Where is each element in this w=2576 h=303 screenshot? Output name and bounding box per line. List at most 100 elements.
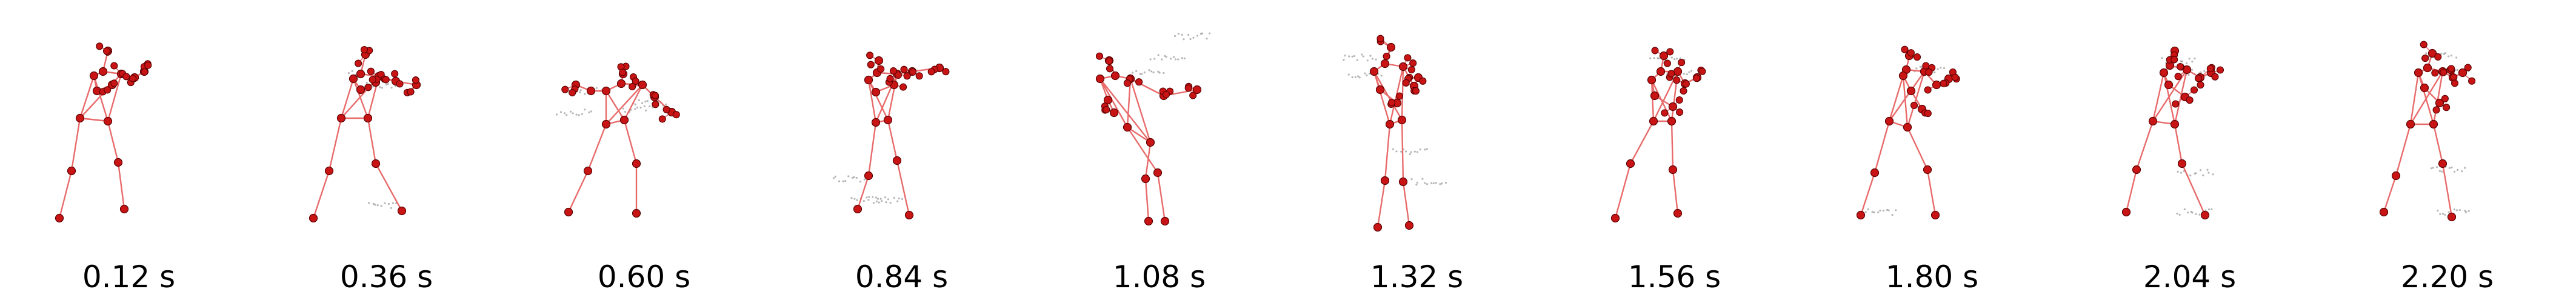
joint-hipL bbox=[1649, 116, 1658, 126]
joint-cluster-point bbox=[1925, 68, 1933, 76]
joint-cluster-point bbox=[927, 68, 935, 76]
joint-neck bbox=[1110, 71, 1120, 81]
motion-trail-dot bbox=[395, 85, 397, 87]
motion-trail-dot bbox=[2207, 171, 2210, 174]
joint-kneeR bbox=[1153, 168, 1163, 178]
motion-trail-dot bbox=[1170, 58, 1172, 60]
bone-kneeR-footR bbox=[2441, 162, 2453, 218]
joint-footL bbox=[564, 207, 573, 217]
motion-trail-dot bbox=[2468, 210, 2470, 212]
joint-cluster-point bbox=[1678, 59, 1686, 67]
joint-cluster-point bbox=[903, 72, 911, 80]
joint-cluster-point bbox=[1676, 108, 1684, 116]
motion-trail-dot bbox=[1343, 59, 1345, 61]
motion-trail-dot bbox=[878, 201, 880, 204]
motion-trail-dot bbox=[572, 112, 574, 115]
bone-kneeL-footL bbox=[58, 170, 73, 219]
joint-cluster-point bbox=[2451, 79, 2459, 87]
bone-hipL-kneeL bbox=[2395, 123, 2412, 177]
joint-kneeL bbox=[2132, 165, 2141, 175]
joint-cluster-point bbox=[2174, 73, 2182, 81]
motion-trail-dot bbox=[1183, 57, 1186, 59]
motion-trail-dot bbox=[1413, 150, 1416, 153]
bone-hipR-kneeR bbox=[623, 119, 638, 165]
skeleton-plot bbox=[309, 45, 421, 223]
joint-kneeR bbox=[371, 159, 381, 168]
bone-kneeL-footL bbox=[567, 170, 589, 213]
joint-kneeR bbox=[1668, 165, 1678, 175]
motion-trail-dot bbox=[2464, 210, 2466, 212]
joint-shoulderL bbox=[89, 71, 99, 81]
motion-trail-dot bbox=[2435, 166, 2438, 168]
motion-trail-dot bbox=[379, 86, 381, 88]
motion-trail-dot bbox=[2453, 170, 2456, 173]
joint-footR bbox=[632, 208, 641, 218]
motion-trail-dot bbox=[2202, 174, 2204, 176]
time-label: 2.20 s bbox=[2400, 259, 2494, 295]
joint-cluster-point bbox=[1388, 99, 1396, 107]
frame-6: 1.32 s bbox=[1288, 0, 1546, 303]
motion-trail-dot bbox=[372, 85, 375, 88]
motion-trail-dot bbox=[1366, 59, 1369, 62]
motion-trail-dot bbox=[1141, 73, 1143, 75]
motion-trail-dot bbox=[868, 196, 870, 198]
motion-trail-dot bbox=[566, 114, 568, 116]
motion-trail-dot bbox=[2437, 209, 2439, 212]
bone-shoulderL-hipR bbox=[1650, 79, 1673, 122]
joint-cluster-point bbox=[1663, 59, 1671, 67]
motion-trail-dot bbox=[1172, 56, 1175, 58]
joint-cluster-point bbox=[894, 71, 903, 79]
motion-trail-dot bbox=[390, 207, 392, 209]
motion-trail-dot bbox=[1919, 65, 1921, 68]
joint-cluster-point bbox=[2440, 68, 2448, 76]
bone-hipL-kneeL bbox=[70, 117, 81, 172]
motion-trail-dot bbox=[1871, 211, 1874, 213]
time-label: 2.04 s bbox=[2143, 259, 2237, 295]
joint-hipR bbox=[1903, 122, 1912, 132]
bone-shoulderR-hipL bbox=[605, 84, 644, 125]
motion-trail-dot bbox=[1419, 148, 1421, 151]
motion-trail-dot bbox=[1415, 184, 1418, 186]
joint-hipR bbox=[2170, 119, 2180, 129]
motion-trail-dot bbox=[1361, 53, 1363, 56]
joint-cluster-point bbox=[110, 62, 118, 70]
motion-trail-dot bbox=[2198, 213, 2201, 216]
joint-shoulderL bbox=[1647, 75, 1657, 85]
motion-trail-dot bbox=[2461, 170, 2463, 173]
motion-trail-dot bbox=[1351, 55, 1353, 58]
joint-cluster-point bbox=[102, 47, 111, 55]
motion-trail-dot bbox=[881, 200, 883, 202]
motion-trail-dot bbox=[1189, 38, 1192, 41]
bone-hipR-kneeR bbox=[367, 117, 377, 165]
motion-trail-dot bbox=[896, 200, 899, 202]
motion-trail-dot bbox=[2438, 170, 2441, 172]
joint-footL bbox=[55, 213, 64, 223]
joint-cluster-point bbox=[561, 85, 569, 93]
motion-trail-dot bbox=[2454, 69, 2457, 72]
motion-trail-dot bbox=[1131, 72, 1133, 74]
joint-cluster-point bbox=[110, 79, 118, 87]
motion-trail-dot bbox=[1424, 182, 1426, 184]
joint-elbowL bbox=[871, 87, 881, 97]
motion-trail-dot bbox=[2457, 168, 2459, 171]
skeleton-plot bbox=[1095, 32, 1211, 226]
frame-4: 0.84 s bbox=[773, 0, 1030, 303]
joint-cluster-point bbox=[2432, 106, 2440, 114]
motion-trail-dot bbox=[2464, 167, 2466, 169]
bone-kneeL-footL bbox=[1144, 178, 1150, 222]
bone-kneeR-footR bbox=[1156, 171, 1166, 222]
joint-shoulderR bbox=[1673, 67, 1683, 76]
motion-trail-dot bbox=[555, 113, 558, 116]
joint-cluster-point bbox=[1409, 59, 1417, 67]
joint-cluster-point bbox=[1907, 49, 1915, 57]
joint-cluster-point bbox=[2197, 81, 2204, 89]
joint-kneeR bbox=[1398, 177, 1408, 187]
joint-elbowL bbox=[1906, 86, 1916, 96]
joint-hipR bbox=[103, 116, 113, 126]
motion-trail-dot bbox=[1371, 58, 1373, 60]
joint-cluster-point bbox=[1407, 65, 1415, 74]
joint-shoulderL bbox=[864, 75, 873, 85]
motion-trail-dot bbox=[2188, 58, 2191, 60]
motion-trail-dot bbox=[2450, 55, 2452, 57]
joint-hipL bbox=[2406, 119, 2415, 129]
